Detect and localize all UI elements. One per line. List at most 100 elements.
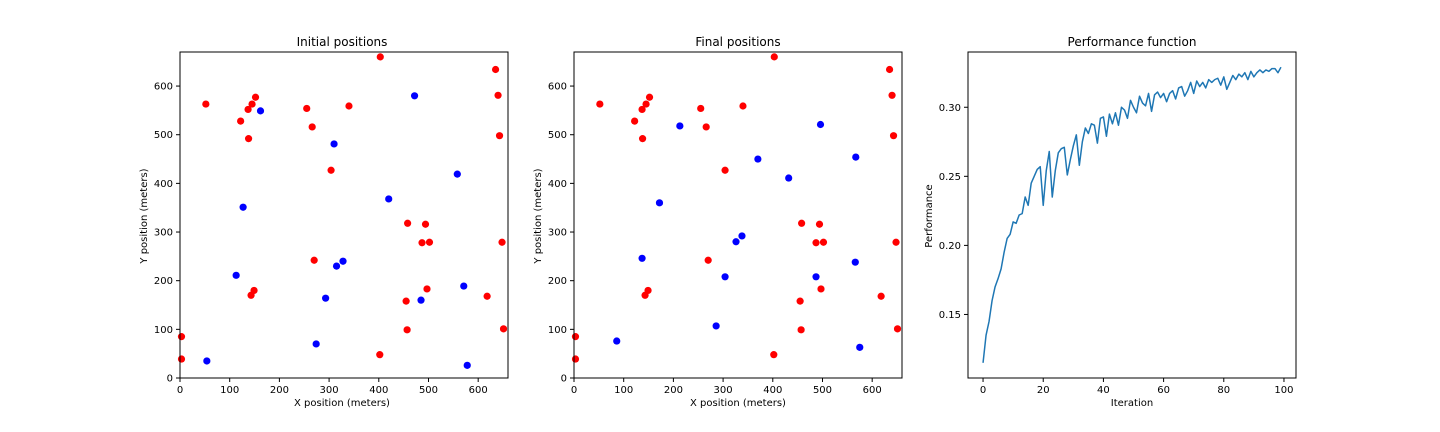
data-point [177,333,186,341]
data-point [303,104,311,113]
data-point [417,296,425,304]
data-point [641,291,649,299]
data-point [421,220,430,228]
y-axis-label: Y position (meters) [533,168,544,264]
data-point [495,132,504,140]
chart-title: Performance function [1068,35,1197,49]
data-point [754,155,762,163]
data-point [893,325,902,333]
y-tick-label: 300 [548,228,567,239]
y-tick-label: 500 [154,130,173,141]
data-point [739,102,747,110]
data-point [403,326,411,334]
data-point [385,195,393,203]
y-tick-label: 600 [154,82,173,93]
data-point [892,238,900,246]
x-tick-label: 80 [1217,385,1230,396]
x-tick-label: 60 [1157,385,1170,396]
y-tick-label: 500 [548,130,567,141]
axis-ticks: 0 20 40 60 80 100 0.15 0.20 0.25 0.30 [939,103,1294,396]
data-lines [982,66,1282,363]
data-point [248,100,256,108]
data-point [410,92,419,100]
x-tick-label: 20 [1037,385,1050,396]
data-point [330,140,338,148]
initial-positions-plot: Initial positions X position (meters) Y … [139,35,509,409]
y-tick-label: 300 [154,228,173,239]
chart-title: Initial positions [297,35,388,49]
series-line [982,66,1282,363]
x-tick-label: 600 [863,385,882,396]
data-point [237,117,245,125]
y-tick-label: 400 [548,179,567,190]
data-point [376,53,384,61]
data-point [460,282,468,290]
y-axis-label: Performance [924,184,935,247]
data-point [239,203,247,211]
y-tick-label: 0.15 [939,310,961,321]
data-point [251,93,260,101]
y-tick-label: 400 [154,179,173,190]
data-points [571,53,902,363]
data-point [721,273,729,281]
data-point [655,199,664,207]
x-tick-label: 40 [1097,385,1110,396]
x-tick-label: 0 [177,385,183,396]
data-point [819,238,828,246]
x-tick-label: 400 [369,385,388,396]
data-point [256,107,265,115]
data-point [704,256,712,264]
y-tick-label: 0 [167,374,173,385]
data-point [815,220,824,228]
data-point [310,256,318,264]
y-tick-label: 0 [561,374,567,385]
plot-frame [967,51,1297,379]
data-point [613,337,621,345]
data-point [712,322,720,330]
plot-frame [179,51,509,379]
data-point [596,100,604,108]
data-point [463,361,471,369]
data-point [404,219,412,227]
data-point [491,65,500,74]
data-point [494,91,502,99]
data-point [631,117,639,125]
data-points [177,53,508,369]
data-point [812,239,820,247]
x-tick-label: 100 [220,385,239,396]
data-point [453,170,461,178]
final-positions-plot: Final positions X position (meters) Y po… [533,35,903,409]
data-point [812,273,820,281]
data-point [345,102,353,110]
data-point [177,355,186,363]
y-tick-label: 100 [548,325,567,336]
data-point [676,122,684,130]
axis-ticks: 0 100 200 300 400 500 600 0 100 200 300 400 500 600 [154,82,488,396]
data-point [738,232,746,240]
data-point [877,292,885,300]
data-point [376,351,384,359]
y-tick-label: 0.30 [939,103,961,114]
data-point [851,258,859,266]
data-point [232,271,240,279]
data-point [244,105,252,114]
data-point [322,294,330,302]
chart-title: Final positions [695,35,780,49]
data-point [247,291,255,299]
axis-ticks: 0 100 200 300 400 500 600 0 100 200 300 400 500 600 [548,82,882,396]
data-point [817,285,825,293]
data-point [244,135,253,143]
x-axis-label: X position (meters) [294,398,390,409]
data-point [571,355,580,363]
x-tick-label: 600 [469,385,488,396]
data-point [798,219,806,227]
x-tick-label: 500 [419,385,438,396]
data-point [402,297,410,305]
data-point [721,166,729,174]
data-point [308,123,316,131]
x-axis-label: X position (meters) [690,398,786,409]
data-point [852,153,860,161]
data-point [638,105,646,114]
data-point [785,174,793,182]
